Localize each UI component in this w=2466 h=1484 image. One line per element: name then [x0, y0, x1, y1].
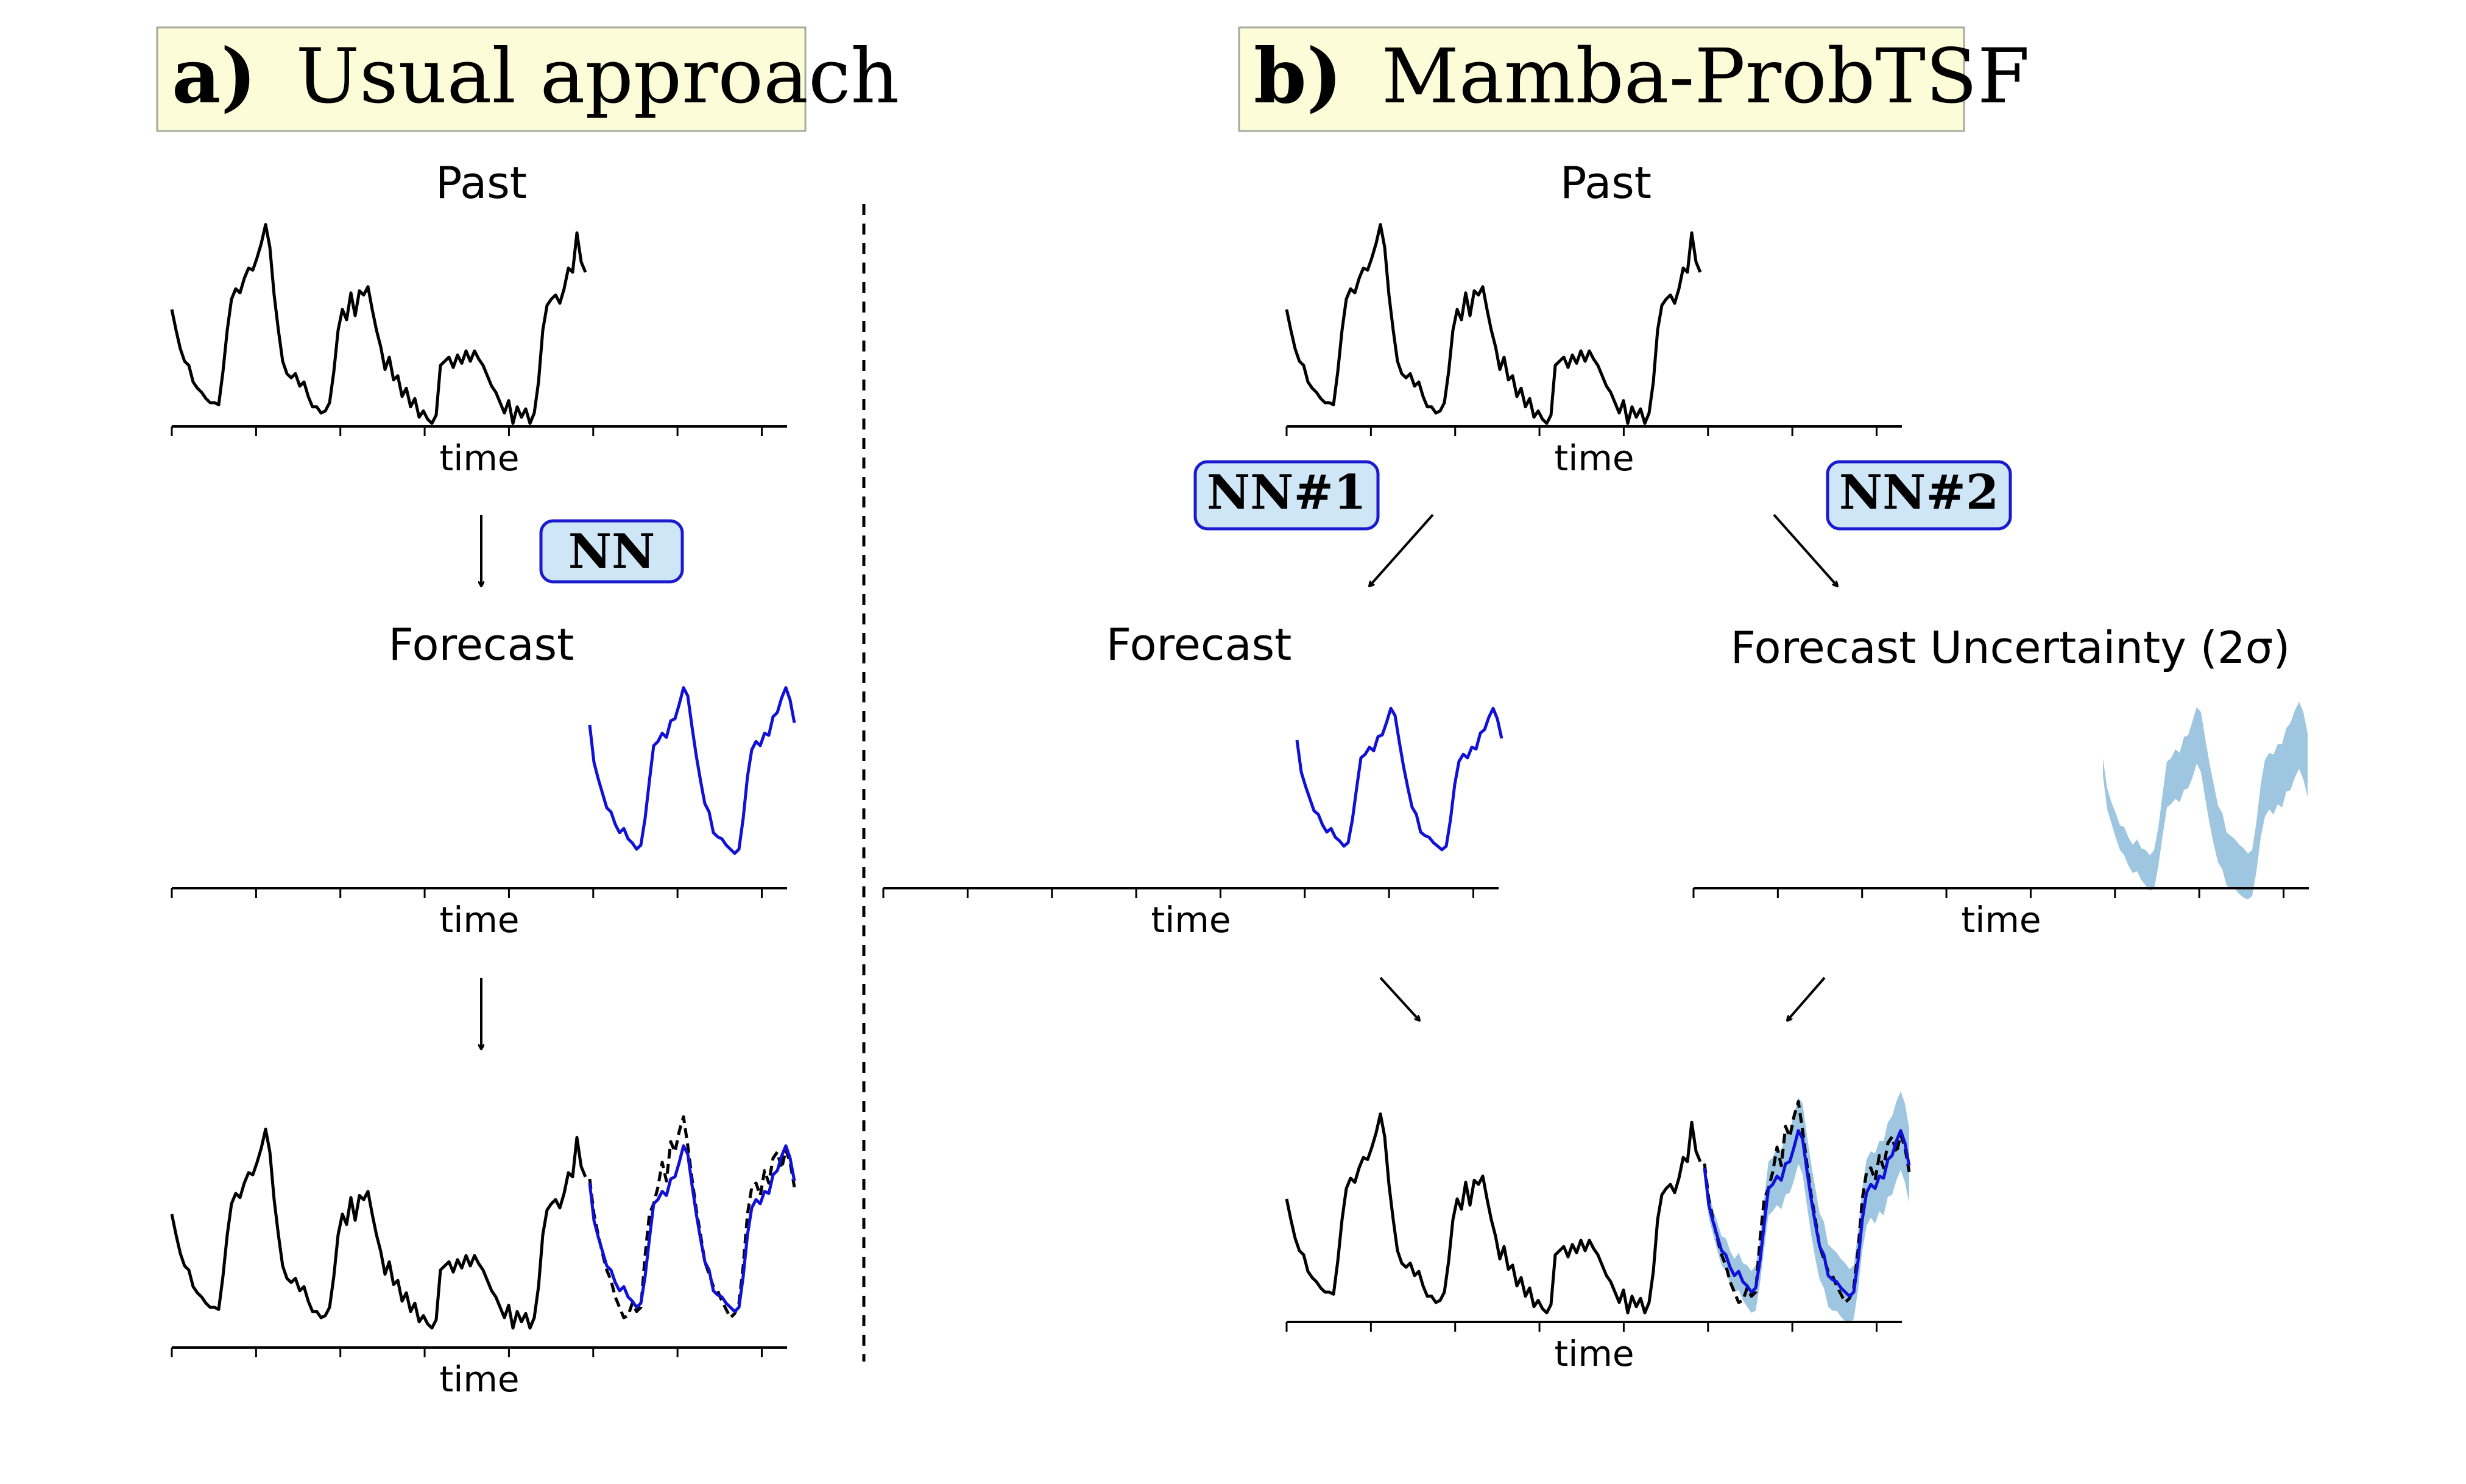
nn1-box: NN#1 — [1193, 460, 1380, 531]
subplot-b-uncertainty: time — [1692, 701, 2309, 941]
panel-a-past-label: Past — [436, 157, 527, 208]
a-past-axis-label: time — [439, 437, 519, 479]
past-series-line — [170, 1128, 587, 1330]
panel-a-forecast-label: Forecast — [389, 619, 574, 670]
arrow-b-past-to-forecast — [1369, 514, 1434, 586]
arrow-b-uncertainty-to-combined — [1787, 977, 1826, 1020]
panel-b-forecast-label: Forecast — [1106, 619, 1292, 670]
header-b-box — [1238, 26, 1965, 132]
past-series-line — [170, 223, 587, 425]
nn-box-label: NN — [568, 524, 655, 579]
b-combined-axis-label: time — [1554, 1333, 1634, 1374]
header-a-text: a) Usual approach — [172, 32, 899, 121]
forecast-mean-line — [1295, 707, 1503, 852]
b-uncertainty-axis-label: time — [1961, 899, 2041, 941]
nn-box-rect — [539, 519, 684, 584]
header-b-text: b) Mamba-ProbTSF — [1254, 32, 2030, 121]
subplot-b-combined: time — [1285, 1091, 1911, 1374]
nn2-box-rect — [1826, 460, 2012, 531]
subplot-b-past: time — [1285, 223, 1902, 479]
panel-b-past-label: Past — [1560, 157, 1652, 208]
forecast-mean-line — [588, 1144, 796, 1313]
uncertainty-band — [1705, 1091, 1909, 1323]
arrow-b-forecast-to-combined — [1379, 977, 1419, 1020]
b-past-axis-label: time — [1554, 437, 1634, 479]
nn-box: NN — [539, 519, 684, 584]
header-b-letter: b) — [1254, 32, 1342, 121]
a-forecast-axis-label: time — [439, 899, 519, 941]
ground-truth-dashed-line — [588, 1115, 796, 1320]
header-b-title: Mamba-ProbTSF — [1382, 33, 2030, 121]
nn1-box-label: NN#1 — [1207, 465, 1366, 520]
arrow-b-past-to-uncertainty — [1773, 514, 1837, 586]
header-a-letter: a) — [172, 32, 256, 121]
forecast-mean-line — [588, 686, 796, 855]
subplot-a-combined: time — [170, 1115, 796, 1400]
subplot-a-forecast: time — [171, 686, 796, 941]
subplot-b-forecast: time — [882, 707, 1503, 941]
panel-b-uncertainty-label: Forecast Uncertainty (2σ) — [1731, 622, 2291, 673]
subplot-a-past: time — [170, 223, 787, 479]
header-a-box — [156, 26, 807, 132]
forecast-mean-line — [1703, 1129, 1911, 1298]
past-series-line — [1285, 223, 1702, 425]
header-a-title: Usual approach — [295, 33, 899, 121]
header-b: b) Mamba-ProbTSF — [1238, 26, 2030, 132]
nn2-box-label: NN#2 — [1839, 465, 1999, 520]
nn2-box: NN#2 — [1826, 460, 2012, 531]
past-series-line — [1285, 1112, 1702, 1315]
b-forecast-axis-label: time — [1151, 899, 1231, 941]
header-a: a) Usual approach — [156, 26, 899, 132]
nn1-box-rect — [1193, 460, 1380, 531]
a-combined-axis-label: time — [439, 1359, 519, 1400]
uncertainty-band — [2103, 701, 2308, 900]
